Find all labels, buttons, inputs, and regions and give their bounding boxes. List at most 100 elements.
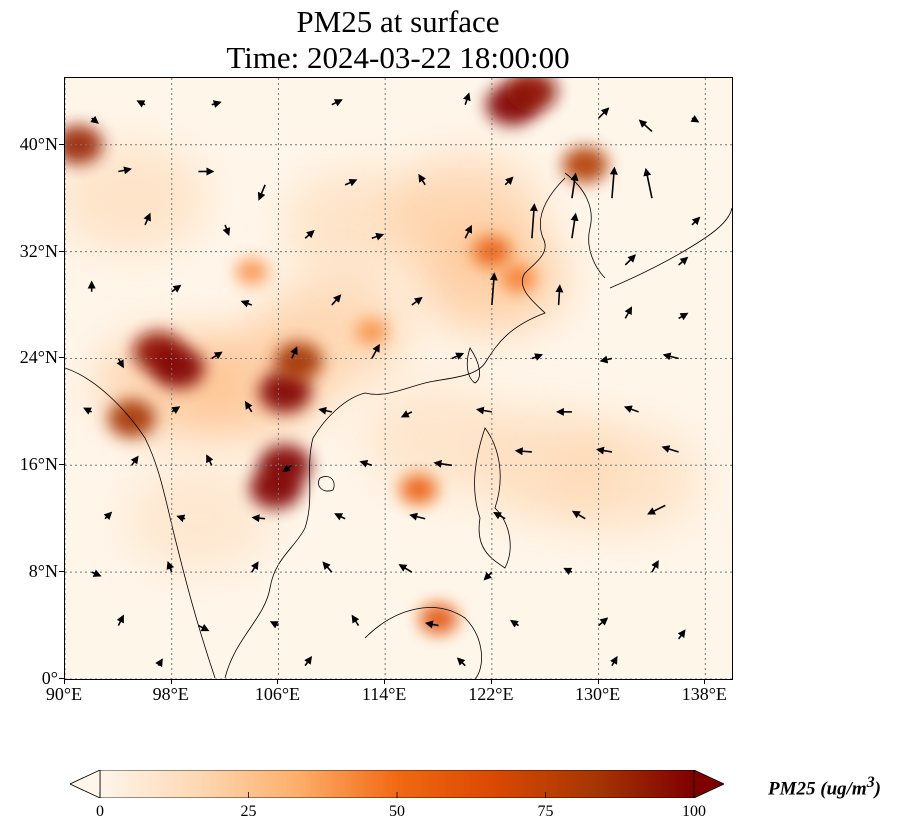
wind-arrow — [91, 569, 102, 577]
plot-title: PM25 at surface — [296, 4, 500, 39]
wind-arrow — [166, 561, 175, 573]
wind-arrow — [504, 176, 514, 186]
wind-arrow — [282, 464, 293, 473]
colorbar-tick-label: 50 — [389, 803, 405, 820]
longitude-tick-label: 138°E — [681, 684, 727, 704]
wind-arrow — [514, 447, 532, 456]
wind-arrow — [555, 284, 564, 306]
latitude-tick-label: 8°N — [28, 561, 58, 582]
latitude-tick-label: 16°N — [19, 454, 58, 475]
wind-arrow — [489, 272, 498, 306]
colorbar-extend-high — [693, 770, 724, 798]
pm25-background-patch — [363, 383, 514, 494]
latitude-tick-mark — [59, 678, 64, 679]
wind-arrow — [257, 184, 266, 201]
gridlines — [65, 78, 732, 679]
map-panel — [64, 77, 733, 680]
latitude-tick-mark — [59, 143, 64, 145]
pm25-background-patch — [65, 143, 207, 254]
longitude-tick-label: 98°E — [152, 684, 189, 704]
coastline-philippines — [474, 427, 511, 569]
latitude-tick-mark — [59, 357, 64, 359]
wind-arrow — [211, 351, 223, 360]
wind-arrow — [643, 167, 653, 199]
wind-arrow — [269, 621, 279, 629]
coastlines — [65, 172, 732, 679]
wind-arrow — [211, 100, 222, 108]
wind-arrow — [451, 352, 465, 360]
longitude-tick-mark — [64, 679, 65, 684]
wind-arrow — [563, 567, 573, 575]
colorbar-tick-label: 100 — [682, 803, 706, 820]
colorbar-tick-label: 75 — [537, 803, 554, 820]
wind-arrow — [155, 658, 163, 668]
wind-arrow — [136, 100, 146, 108]
wind-arrow — [529, 203, 538, 239]
wind-arrow — [691, 216, 701, 226]
wind-arrow — [609, 166, 618, 199]
wind-arrow — [624, 306, 633, 319]
wind-arrow — [206, 454, 214, 466]
pm25-hotspot — [249, 467, 302, 509]
wind-arrow — [371, 343, 380, 359]
wind-arrow — [599, 355, 613, 364]
wind-arrow — [677, 629, 686, 640]
wind-arrow — [90, 115, 99, 124]
longitude-tick-label: 90°E — [45, 684, 83, 704]
longitude-tick-mark — [597, 679, 599, 684]
wind-arrow — [678, 312, 689, 321]
wind-arrow — [116, 614, 124, 626]
pm25-hotspot — [355, 318, 389, 345]
longitude-tick-mark — [170, 679, 172, 684]
wind-arrow — [678, 256, 689, 266]
coastline-indochina — [224, 437, 314, 679]
longitude-tick-label: 106°E — [254, 684, 301, 704]
wind-arrow — [475, 406, 493, 415]
colorbar-extend-low — [70, 770, 101, 798]
wind-arrow — [240, 299, 253, 308]
coastline-hainan — [318, 476, 335, 492]
wind-arrow — [464, 224, 472, 239]
wind-arrow — [198, 623, 210, 632]
wind-arrow — [322, 561, 333, 573]
pm25-hotspot — [506, 78, 558, 112]
latitude-tick-label: 0° — [41, 668, 58, 688]
wind-arrow — [318, 406, 332, 415]
wind-arrow — [647, 504, 666, 515]
pm25-background-patch — [123, 463, 274, 574]
wind-arrow — [351, 614, 360, 627]
wind-arrow — [690, 114, 700, 123]
longitude-tick-mark — [704, 679, 706, 684]
wind-arrow — [638, 119, 653, 133]
wind-arrow — [116, 358, 124, 369]
wind-arrow — [130, 455, 139, 466]
wind-arrow — [531, 353, 543, 361]
colorbar-label: PM25 (ug/m3) — [768, 774, 881, 800]
latitude-tick-mark — [59, 464, 64, 466]
wind-arrow — [462, 92, 471, 105]
coastline-borneo — [364, 607, 482, 679]
wind-arrow — [344, 178, 358, 187]
coastline-myanmar — [65, 367, 216, 679]
wind-arrow — [411, 296, 423, 306]
wind-vectors — [83, 92, 701, 668]
wind-arrow — [171, 284, 182, 293]
wind-arrow — [331, 99, 343, 107]
coastline-korea — [564, 172, 606, 279]
wind-arrow — [661, 445, 679, 453]
longitude-tick-mark — [490, 679, 492, 684]
wind-arrow — [409, 512, 426, 521]
colorbar — [70, 770, 724, 798]
wind-arrow — [400, 410, 413, 418]
wind-arrow — [334, 513, 346, 521]
latitude-tick-label: 24°N — [19, 347, 58, 368]
longitude-tick-label: 122°E — [468, 684, 514, 704]
pm25-hotspot — [399, 474, 438, 505]
pm25-hotspot — [259, 371, 312, 413]
latitude-tick-mark — [59, 571, 64, 573]
wind-arrow — [493, 511, 506, 520]
wind-arrow — [433, 459, 452, 468]
pm25-background-patch — [550, 423, 701, 534]
wind-arrow — [83, 407, 93, 415]
coastline-china-east — [312, 177, 566, 439]
